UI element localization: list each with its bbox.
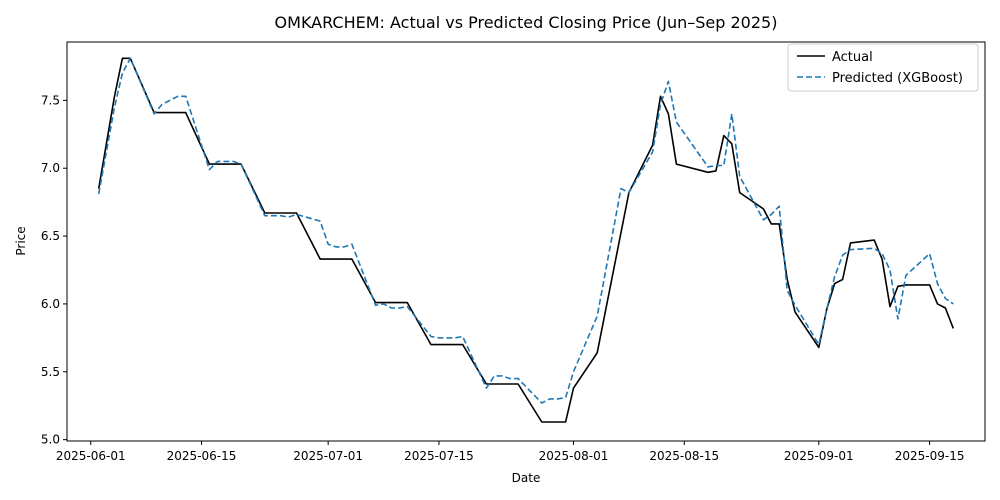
y-tick-label: 6.0 bbox=[41, 297, 60, 311]
y-tick-label: 7.5 bbox=[41, 93, 60, 107]
legend-label-predicted: Predicted (XGBoost) bbox=[832, 71, 963, 86]
x-tick-label: 2025-09-01 bbox=[784, 449, 854, 463]
x-tick-label: 2025-08-15 bbox=[649, 449, 719, 463]
y-axis-label: Price bbox=[14, 226, 28, 255]
legend-box bbox=[787, 43, 979, 92]
x-tick-label: 2025-07-15 bbox=[404, 449, 474, 463]
series-line-actual bbox=[97, 57, 955, 423]
x-axis: 2025-06-01 2025-06-15 2025-07-01 2025-07-15… bbox=[56, 441, 965, 463]
chart-title: OMKARCHEM: Actual vs Predicted Closing P… bbox=[275, 13, 778, 32]
x-axis-label: Date bbox=[512, 471, 541, 485]
y-axis: 5.0 5.5 6.0 6.5 7.0 7.5 bbox=[41, 93, 67, 447]
x-tick-label: 2025-09-15 bbox=[895, 449, 965, 463]
plot-frame bbox=[66, 41, 986, 442]
y-tick-label: 5.0 bbox=[41, 433, 60, 447]
series-line-predicted bbox=[97, 57, 954, 404]
y-tick-label: 5.5 bbox=[41, 365, 60, 379]
x-tick-label: 2025-07-01 bbox=[293, 449, 363, 463]
y-tick-label: 6.5 bbox=[41, 229, 60, 243]
x-tick-label: 2025-06-01 bbox=[56, 449, 126, 463]
series-layer bbox=[97, 57, 955, 423]
x-tick-label: 2025-06-15 bbox=[167, 449, 237, 463]
x-tick-label: 2025-08-01 bbox=[539, 449, 609, 463]
y-tick-label: 7.0 bbox=[41, 161, 60, 175]
legend-label-actual: Actual bbox=[832, 50, 873, 65]
legend: Actual Predicted (XGBoost) bbox=[787, 43, 979, 92]
